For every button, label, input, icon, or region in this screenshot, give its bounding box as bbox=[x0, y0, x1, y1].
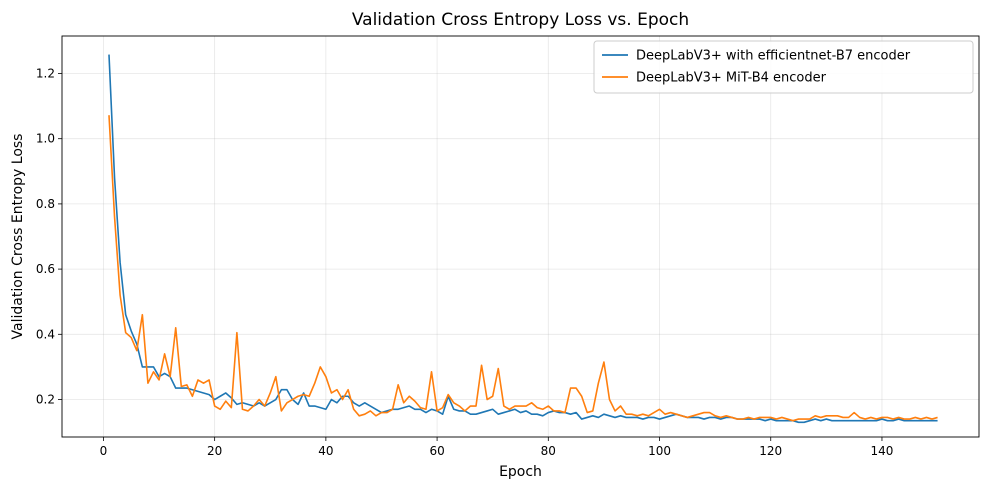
y-tick-label: 1.2 bbox=[36, 66, 55, 80]
x-tick-label: 40 bbox=[318, 444, 333, 458]
legend-label-1: DeepLabV3+ with efficientnet-B7 encoder bbox=[636, 49, 911, 64]
x-tick-label: 20 bbox=[207, 444, 222, 458]
axis-ticks: 0 20 40 60 80 100 120 140 0.2 0.4 0.6 0.8 1.0 1.2 bbox=[36, 66, 894, 458]
series-line-1 bbox=[108, 54, 938, 424]
chart-title: Validation Cross Entropy Loss vs. Epoch bbox=[352, 10, 689, 30]
x-tick-label: 140 bbox=[871, 444, 894, 458]
legend-label-2: DeepLabV3+ MiT-B4 encoder bbox=[636, 71, 827, 86]
legend-box bbox=[593, 40, 974, 94]
series-line-2 bbox=[108, 115, 938, 422]
x-tick-label: 120 bbox=[759, 444, 782, 458]
plot-frame bbox=[61, 35, 980, 438]
y-axis-title: Validation Cross Entropy Loss bbox=[10, 134, 26, 340]
x-axis-title: Epoch bbox=[499, 464, 542, 480]
y-tick-label: 0.8 bbox=[36, 197, 55, 211]
x-tick-label: 60 bbox=[429, 444, 444, 458]
y-tick-label: 0.6 bbox=[36, 262, 55, 276]
series-lines bbox=[108, 54, 938, 424]
x-tick-label: 80 bbox=[541, 444, 556, 458]
y-tick-label: 0.2 bbox=[36, 393, 55, 407]
y-tick-label: 1.0 bbox=[36, 132, 55, 146]
legend: DeepLabV3+ with efficientnet-B7 encoder D… bbox=[593, 40, 974, 94]
x-tick-label: 100 bbox=[648, 444, 671, 458]
x-tick-label: 0 bbox=[100, 444, 108, 458]
y-tick-label: 0.4 bbox=[36, 327, 55, 341]
